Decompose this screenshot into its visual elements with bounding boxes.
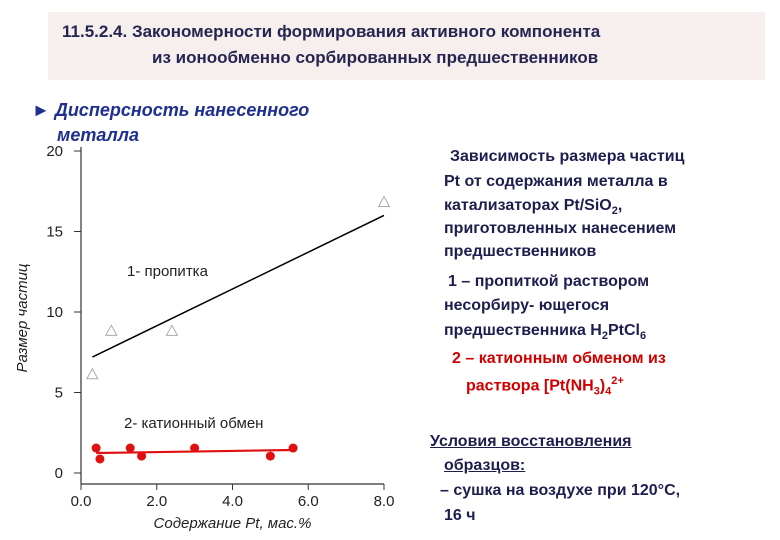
caption-text: PtCl xyxy=(607,322,640,339)
point xyxy=(95,454,105,464)
y-axis-label: Размер частиц xyxy=(14,263,31,372)
caption-text: предшественников xyxy=(444,243,597,260)
bullet-line: металла xyxy=(57,125,139,145)
x-tick-label: 8.0 xyxy=(374,493,395,510)
caption-text: 4 xyxy=(605,385,612,398)
caption-line: предшественников xyxy=(444,243,596,261)
caption-line: раствора [Pt(NH3)42+ xyxy=(466,375,624,398)
point xyxy=(86,367,99,380)
caption-text: 2 – катионным обменом из xyxy=(452,350,666,367)
y-tick-label: 0 xyxy=(55,465,63,482)
series-label: 2- катионный обмен xyxy=(124,415,263,432)
caption-text: 2 xyxy=(601,330,608,343)
point xyxy=(91,443,101,453)
point xyxy=(377,195,391,208)
trend-line xyxy=(92,214,385,358)
series-label: 1- пропитка xyxy=(127,263,209,280)
caption-line: 2 – катионным обменом из xyxy=(452,350,666,368)
point xyxy=(288,443,298,453)
caption-line: предшественника H2PtCl6 xyxy=(444,322,646,342)
caption-text: ) xyxy=(599,377,606,395)
caption-text: предшественника H xyxy=(444,322,602,339)
conditions-line: Условия восстановления xyxy=(430,433,632,450)
x-axis-label: Содержание Pt, мас.% xyxy=(154,515,312,532)
caption-text: 3 xyxy=(593,385,600,398)
point xyxy=(137,451,147,461)
x-tick-label: 2.0 xyxy=(146,493,167,510)
title-line: из ионообменно сорбированных предшествен… xyxy=(152,48,599,67)
y-tick-label: 20 xyxy=(46,143,63,160)
x-tick-label: 6.0 xyxy=(298,493,319,510)
caption-text: 1 – пропиткой раствором xyxy=(448,273,650,290)
conditions-line: – сушка на воздухе при 120°С, xyxy=(440,482,681,499)
caption-text: катализаторах Pt/SiO xyxy=(444,197,612,214)
point xyxy=(165,324,179,336)
caption-text: 6 xyxy=(639,330,647,343)
caption-text: несорбиру- ющегося xyxy=(444,297,610,314)
point xyxy=(125,443,135,453)
caption-text: раствора [Pt(NH xyxy=(466,377,594,395)
point xyxy=(104,324,118,336)
caption-text: 2+ xyxy=(611,375,624,387)
point xyxy=(190,443,200,453)
caption-line: приготовленных нанесением xyxy=(444,220,676,238)
caption-line: Зависимость размера частиц xyxy=(450,148,684,166)
x-tick-label: 4.0 xyxy=(222,493,243,510)
title-line: 11.5.2.4. Закономерности формирования ак… xyxy=(62,22,601,41)
caption-line: катализаторах Pt/SiO2, xyxy=(444,197,622,217)
caption-line: несорбиру- ющегося xyxy=(444,297,609,315)
caption-line: Pt от содержания металла в xyxy=(444,173,668,191)
y-tick-label: 10 xyxy=(46,304,63,321)
caption-line: 1 – пропиткой раствором xyxy=(448,273,649,291)
y-tick-label: 5 xyxy=(55,385,63,402)
conditions-line: 16 ч xyxy=(444,507,476,524)
caption-text: Зависимость размера частиц xyxy=(450,148,685,165)
bullet-line: ► Дисперсность нанесенного xyxy=(32,100,310,120)
conditions-line: образцов: xyxy=(444,457,526,474)
point xyxy=(265,451,275,461)
caption-text: Pt от содержания металла в xyxy=(444,173,668,190)
y-tick-label: 15 xyxy=(46,224,63,241)
caption-text: приготовленных нанесением xyxy=(444,220,677,237)
x-tick-label: 0.0 xyxy=(71,493,92,510)
caption-text: , xyxy=(617,197,623,214)
caption-text: 2 xyxy=(611,205,618,218)
title-box xyxy=(48,12,765,80)
